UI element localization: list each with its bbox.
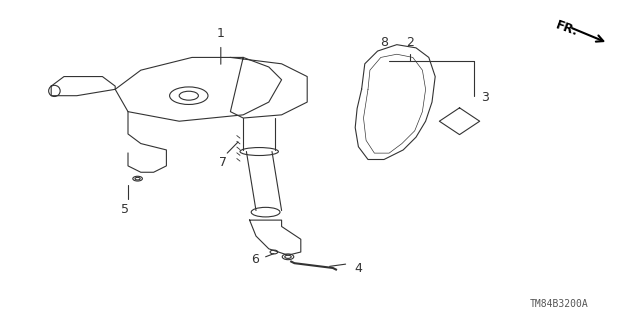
Text: 5: 5 [121, 203, 129, 216]
Text: 8: 8 [380, 36, 388, 49]
Text: 1: 1 [217, 27, 225, 40]
Text: 2: 2 [406, 36, 413, 49]
Text: 6: 6 [252, 253, 259, 265]
Text: TM84B3200A: TM84B3200A [530, 300, 589, 309]
Text: FR.: FR. [554, 19, 580, 39]
Text: 4: 4 [354, 262, 362, 275]
Text: 3: 3 [481, 91, 489, 104]
Text: 7: 7 [219, 156, 227, 169]
